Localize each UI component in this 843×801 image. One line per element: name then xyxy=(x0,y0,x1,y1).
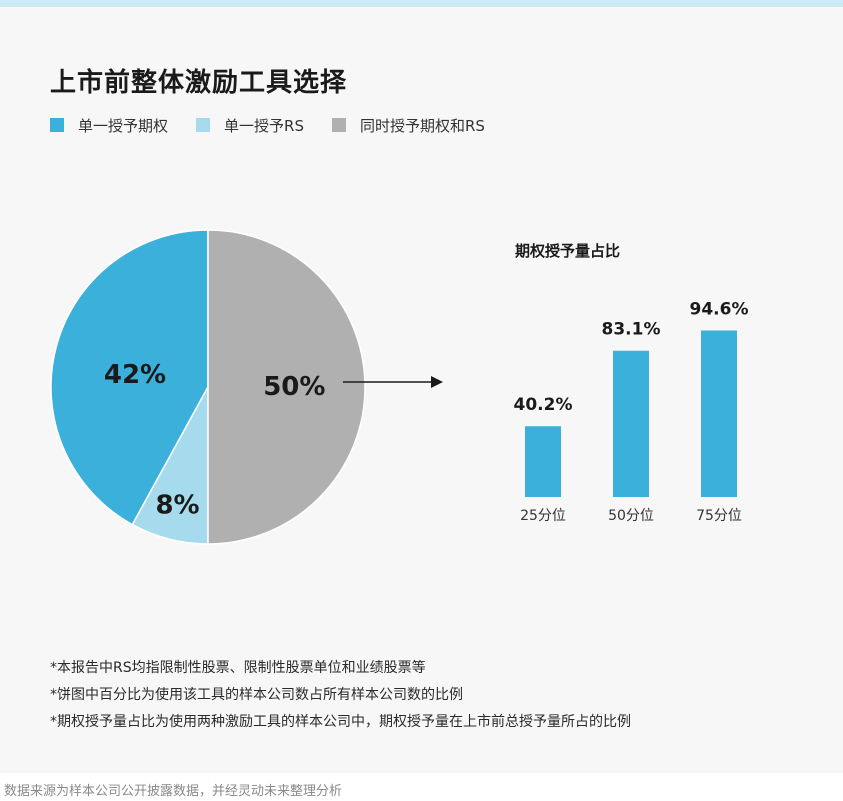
bar-value-label: 94.6% xyxy=(690,300,749,320)
footnote: *饼图中百分比为使用该工具的样本公司数占所有样本公司数的比例 xyxy=(50,687,463,703)
legend-label-rs: 单一授予RS xyxy=(224,116,304,135)
bar-value-label: 83.1% xyxy=(602,320,661,340)
pie-slice-label: 8% xyxy=(155,491,199,521)
legend-item-rs: 单一授予RS xyxy=(196,115,304,136)
chart-canvas: 42% 8% 50% 40.2% 25分位 83.1% 50分位 94.6% 75分位 xyxy=(50,229,749,545)
pie-slice-label: 50% xyxy=(263,372,325,402)
bar-chart-title: 期权授予量占比 xyxy=(515,242,621,260)
bar xyxy=(525,426,561,497)
legend-label-option: 单一授予期权 xyxy=(78,116,169,135)
source-footer: 数据来源为样本公司公开披露数据，并经灵动未来整理分析 xyxy=(4,784,343,799)
pie-slice xyxy=(50,229,209,526)
bar-category-label: 50分位 xyxy=(608,508,654,524)
bar-category-label: 75分位 xyxy=(696,508,742,524)
bar-category-label: 25分位 xyxy=(520,508,566,524)
legend-swatch-rs xyxy=(196,118,211,132)
pie-slice xyxy=(207,229,366,545)
arrow-head xyxy=(431,376,443,388)
top-accent-rule xyxy=(0,0,843,7)
legend-item-both: 同时授予期权和RS xyxy=(331,115,485,136)
legend-swatch-option xyxy=(50,118,64,132)
legend-swatch-both xyxy=(331,118,346,132)
legend: 单一授予期权 单一授予RS 同时授予期权和RS xyxy=(50,114,513,136)
bar xyxy=(613,350,649,497)
footnote: *本报告中RS均指限制性股票、限制性股票单位和业绩股票等 xyxy=(50,660,426,676)
legend-item-option: 单一授予期权 xyxy=(50,115,168,136)
chart-title: 上市前整体激励工具选择 xyxy=(50,68,348,98)
pie-slice-label: 42% xyxy=(104,360,166,390)
footnotes: *本报告中RS均指限制性股票、限制性股票单位和业绩股票等 *饼图中百分比为使用该… xyxy=(50,658,631,739)
chart-panel: 上市前整体激励工具选择 单一授予期权 单一授予RS 同时授予期权和RS 42% 8… xyxy=(0,0,843,739)
footnote: *期权授予量占比为使用两种激励工具的样本公司中，期权授予量在上市前总授予量所占的… xyxy=(50,714,631,730)
legend-label-both: 同时授予期权和RS xyxy=(359,116,485,135)
bar-value-label: 40.2% xyxy=(514,395,573,415)
bar xyxy=(701,330,737,497)
